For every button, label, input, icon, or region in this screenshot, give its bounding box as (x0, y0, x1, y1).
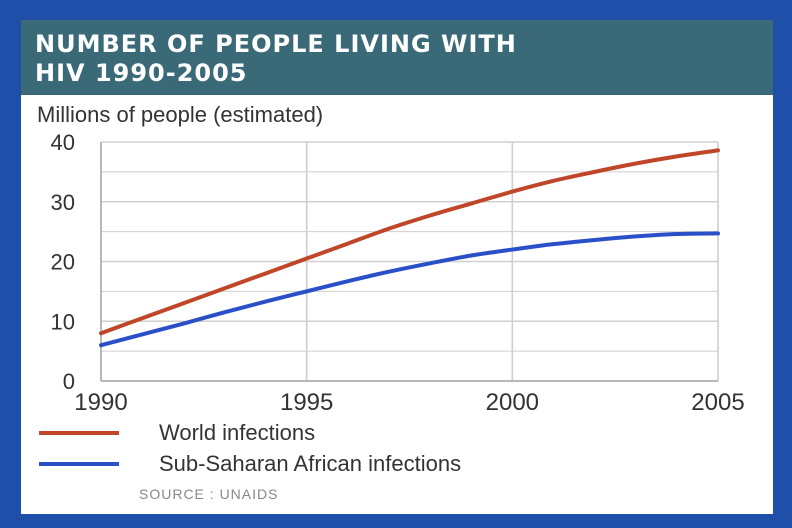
y-tick-label: 30 (51, 190, 75, 215)
legend-swatch-sub-saharan (39, 462, 119, 466)
chart-title-line-1: NUMBER OF PEOPLE LIVING WITH (35, 30, 517, 58)
chart-card: NUMBER OF PEOPLE LIVING WITH HIV 1990-20… (21, 20, 773, 514)
legend-label-world: World infections (159, 420, 316, 445)
x-tick-label: 1995 (280, 389, 333, 416)
x-tick-label: 1990 (74, 389, 127, 416)
y-axis-label: Millions of people (estimated) (37, 102, 324, 127)
y-tick-label: 20 (51, 250, 75, 275)
y-tick-label: 0 (63, 369, 75, 394)
series-line-world (99, 148, 720, 336)
line-chart: 0 10 20 30 40 1990 1995 2000 2005 (51, 130, 745, 416)
legend-swatch-world (39, 431, 119, 435)
chart-title-line-2: HIV 1990-2005 (35, 59, 248, 87)
y-tick-label: 40 (51, 130, 75, 155)
y-tick-label: 10 (51, 309, 75, 334)
legend-label-sub-saharan: Sub-Saharan African infections (159, 451, 462, 476)
x-tick-label: 2005 (691, 389, 744, 416)
source-note: SOURCE : UNAIDS (139, 486, 279, 502)
chart-title-bar: NUMBER OF PEOPLE LIVING WITH HIV 1990-20… (21, 20, 773, 95)
x-tick-label: 2000 (486, 389, 539, 416)
series-line-sub-saharan (99, 231, 720, 348)
